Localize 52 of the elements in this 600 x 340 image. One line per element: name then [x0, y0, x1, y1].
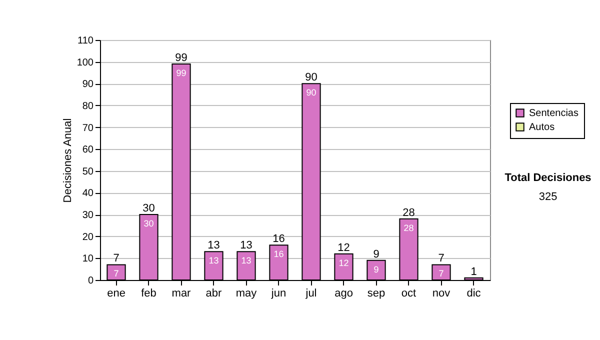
y-tick-label: 10 — [82, 254, 94, 265]
data-label: 28 — [404, 222, 414, 233]
total-label: 90 — [305, 72, 318, 84]
x-tick-label: jun — [270, 288, 286, 300]
y-tick-label: 20 — [82, 232, 94, 243]
total-label: 28 — [402, 206, 415, 219]
y-axis-title: Decisiones Anual — [62, 118, 74, 203]
text: 325 — [538, 191, 558, 203]
legend-label: Sentencias — [529, 108, 578, 119]
data-label: 9 — [374, 264, 379, 274]
data-label: 13 — [208, 256, 219, 266]
y-tick-label: 90 — [82, 79, 94, 90]
total-label: 9 — [373, 248, 380, 260]
total-label: 30 — [142, 202, 155, 215]
x-tick-label: feb — [141, 288, 156, 300]
x-tick-label: may — [236, 288, 258, 300]
y-tick-label: 50 — [82, 166, 94, 178]
data-label: 7 — [114, 268, 119, 279]
y-tick-label: 110 — [78, 36, 94, 46]
x-tick-label: dic — [466, 288, 482, 300]
total-label: 1 — [470, 266, 477, 278]
y-tick-label: 80 — [82, 100, 94, 112]
data-label: 99 — [176, 68, 186, 78]
total-label: 7 — [438, 252, 444, 265]
y-tick-label: 60 — [82, 144, 94, 156]
x-tick-label: jul — [304, 288, 317, 300]
data-label: 13 — [241, 256, 252, 266]
total-label: 13 — [208, 240, 220, 252]
x-tick-label: mar — [172, 288, 192, 300]
x-tick-label: ene — [107, 288, 126, 300]
total-label: 13 — [240, 240, 252, 252]
text: Total Decisiones — [504, 172, 592, 184]
x-tick-label: nov — [432, 288, 451, 300]
data-label: 12 — [338, 258, 349, 268]
x-tick-label: oct — [401, 288, 416, 300]
y-tick-label: 100 — [76, 57, 94, 68]
total-label: 7 — [113, 252, 120, 265]
y-tick-label: 0 — [88, 276, 94, 286]
data-label: 90 — [306, 88, 316, 98]
x-tick-label: ago — [334, 288, 353, 300]
total-label: 12 — [338, 242, 350, 254]
data-label: 30 — [144, 218, 154, 229]
y-tick-label: 30 — [82, 210, 94, 222]
x-tick-label: sep — [367, 288, 386, 300]
y-tick-label: 70 — [82, 122, 94, 134]
data-label: 16 — [274, 249, 284, 260]
x-tick-label: abr — [206, 288, 222, 300]
total-label: 99 — [175, 52, 188, 64]
y-tick-label: 40 — [82, 188, 94, 200]
data-label: 7 — [438, 268, 444, 279]
total-label: 16 — [272, 233, 285, 246]
legend-label: Autos — [529, 122, 555, 133]
